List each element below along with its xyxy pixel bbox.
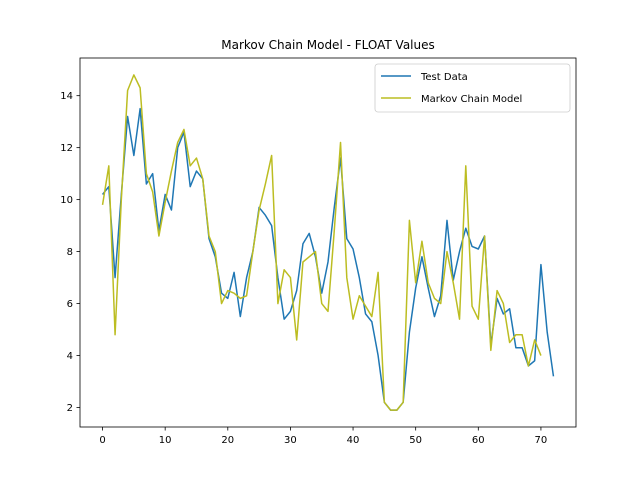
- x-tick-label: 40: [347, 435, 360, 446]
- y-tick-label: 6: [67, 299, 73, 310]
- x-tick-label: 10: [159, 435, 172, 446]
- legend: Test Data Markov Chain Model: [374, 63, 571, 113]
- y-tick-label: 2: [67, 403, 73, 414]
- y-axis: 2 4 6 8 10 12 14: [60, 91, 80, 414]
- legend-box: [374, 63, 571, 113]
- y-tick-label: 14: [60, 91, 73, 102]
- legend-label-markov-chain-model: Markov Chain Model: [421, 94, 522, 105]
- y-tick-label: 4: [67, 351, 73, 362]
- x-tick-label: 30: [284, 435, 297, 446]
- series-line-markov-chain-model: [101, 74, 542, 411]
- plot-area: [101, 74, 555, 411]
- x-axis: 0 10 20 30 40 50 60 70: [99, 427, 547, 446]
- chart-title: Markov Chain Model - FLOAT Values: [221, 38, 435, 52]
- axes-frame: [79, 57, 577, 428]
- x-tick-label: 50: [409, 435, 422, 446]
- x-tick-label: 0: [99, 435, 105, 446]
- series-line-test-data: [101, 107, 555, 411]
- x-tick-label: 70: [535, 435, 548, 446]
- y-tick-label: 12: [60, 143, 73, 154]
- y-tick-label: 10: [60, 195, 73, 206]
- y-tick-label: 8: [67, 247, 73, 258]
- x-tick-label: 60: [472, 435, 485, 446]
- x-tick-label: 20: [221, 435, 234, 446]
- legend-label-test-data: Test Data: [420, 72, 468, 83]
